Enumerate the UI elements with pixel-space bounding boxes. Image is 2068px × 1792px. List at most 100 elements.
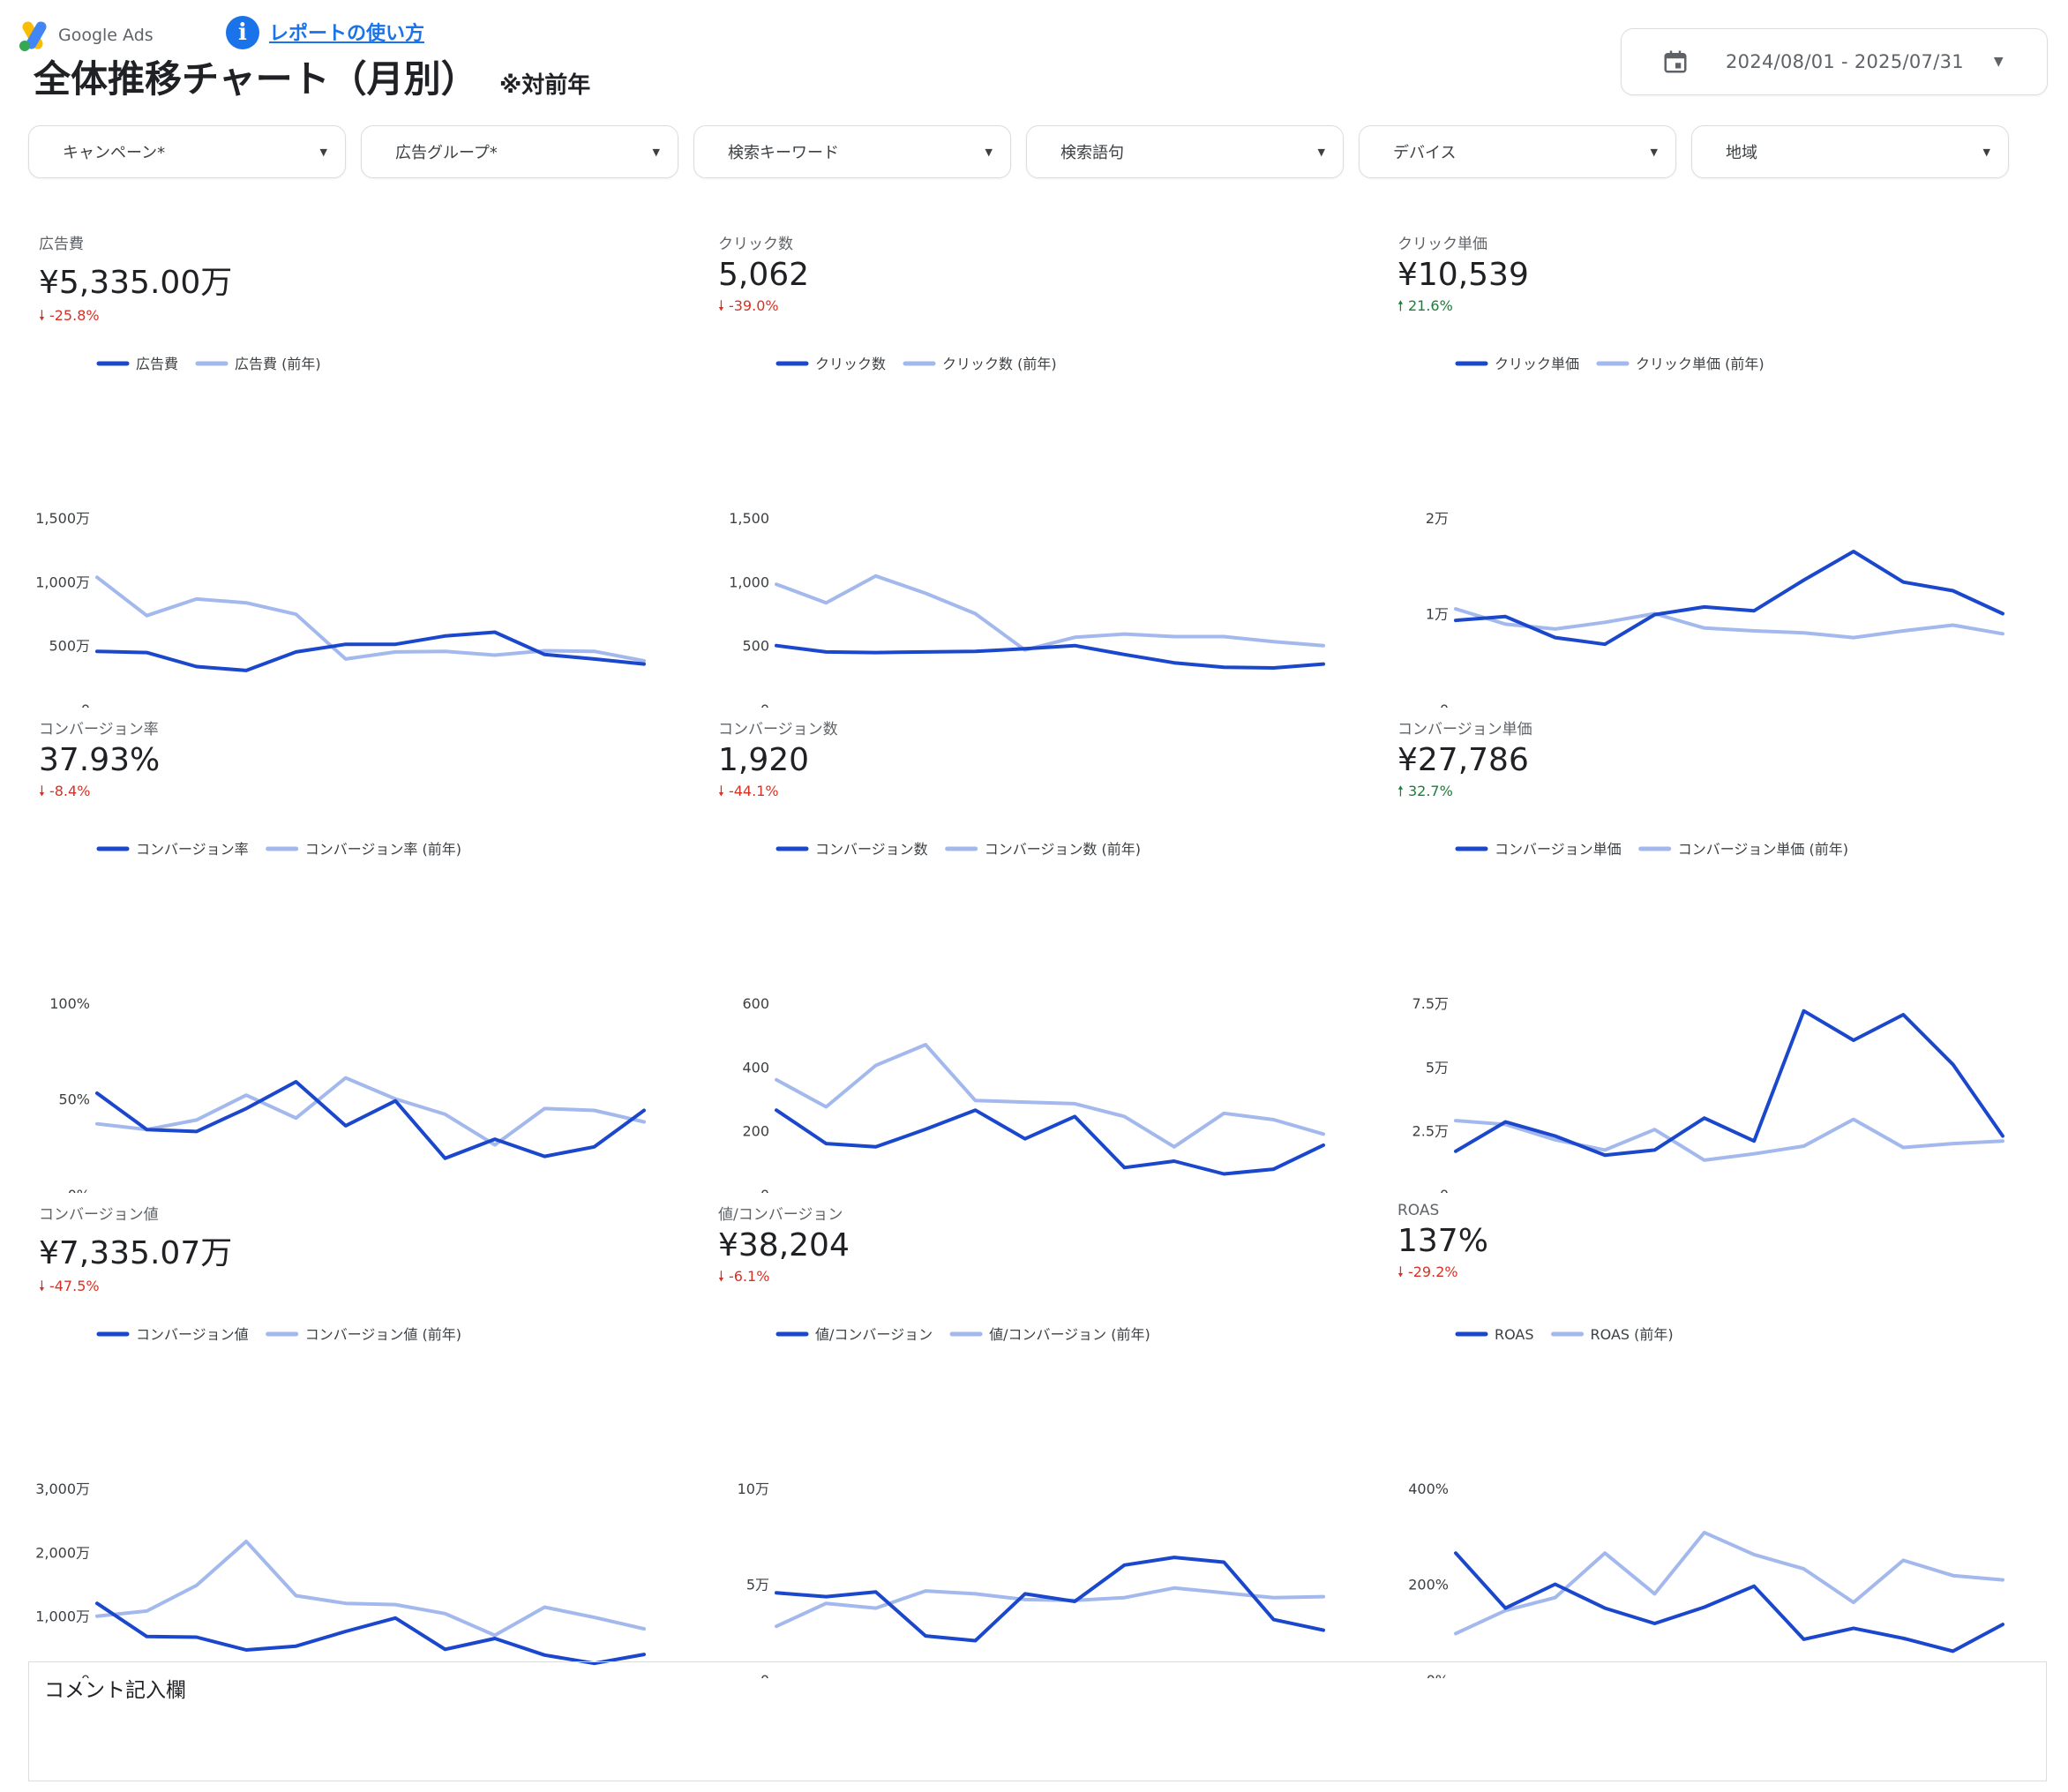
arrow-down-icon: 🠗 [39, 1278, 45, 1294]
legend-label: コンバージョン数 (前年) [985, 841, 1141, 858]
page-title: 全体推移チャート（月別） [34, 57, 478, 101]
scorecard-delta: 🠗 -8.4% [39, 782, 160, 806]
comment-box[interactable] [28, 1661, 2047, 1781]
filter-search-keyword[interactable]: 検索キーワード ▼ [693, 125, 1011, 178]
scorecard-label: コンバージョン値 [39, 1206, 159, 1224]
y-tick-label: 400% [1408, 1481, 1449, 1497]
y-tick-label: 1,500万 [35, 510, 90, 527]
filter-ad-group[interactable]: 広告グループ* ▼ [361, 125, 678, 178]
dropdown-icon: ▼ [319, 146, 327, 158]
filter-campaign[interactable]: キャンペーン* ▼ [28, 125, 346, 178]
dropdown-icon: ▼ [652, 146, 660, 158]
scorecard-label: 広告費 [39, 236, 84, 253]
y-tick-label: 0 [761, 1672, 769, 1678]
y-tick-label: 1,000万 [35, 574, 90, 590]
scorecard: 値/コンバージョン ¥38,204 🠗 -6.1% [718, 1202, 850, 1291]
delta-value: -25.8% [49, 307, 100, 324]
legend-label: 値/コンバージョン [815, 1326, 933, 1343]
y-tick-label: 5万 [746, 1577, 769, 1593]
y-tick-label: 0 [1440, 1187, 1449, 1193]
metric-panel-value-per-conversion: 値/コンバージョン ¥38,204 🠗 -6.1% 値/コンバージョン 値/コンバ… [679, 1202, 1350, 1678]
scorecard-value: ¥38,204 [718, 1227, 850, 1263]
scorecard: クリック単価 ¥10,539 🠕 21.6% [1397, 231, 1529, 320]
scorecard-label: クリック単価 [1397, 236, 1487, 253]
legend-label: クリック単価 (前年) [1636, 356, 1765, 372]
y-tick-label: 2,000万 [35, 1544, 90, 1561]
scorecard-value: ¥27,786 [1397, 742, 1529, 778]
dropdown-icon: ▼ [1982, 146, 1990, 158]
scorecard-value: ¥5,335.00万 [39, 265, 233, 301]
arrow-up-icon: 🠕 [1397, 297, 1404, 314]
y-tick-label: 500万 [49, 638, 90, 655]
y-tick-label: 1,000万 [35, 1608, 90, 1625]
series-line-previous-year [1454, 607, 2004, 640]
filter-label: デバイス [1393, 144, 1457, 162]
info-icon[interactable]: i [226, 16, 259, 49]
google-ads-logo-icon [19, 21, 47, 51]
series-line-previous-year [95, 1540, 646, 1638]
y-tick-label: 500 [742, 638, 769, 655]
date-range-value: 2024/08/01 - 2025/07/31 [1726, 51, 1964, 72]
scorecard-value: 1,920 [718, 742, 810, 778]
series-line-previous-year [1454, 1530, 2004, 1636]
scorecard-label: 値/コンバージョン [718, 1206, 843, 1224]
dropdown-icon: ▼ [985, 146, 993, 158]
series-line-current [95, 630, 646, 672]
metric-panel-cost-per-conversion: コンバージョン単価 ¥27,786 🠕 32.7% コンバージョン単価 コンバージ… [1359, 716, 2029, 1193]
arrow-down-icon: 🠗 [39, 783, 45, 799]
series-line-previous-year [1454, 1117, 2004, 1162]
scorecard-delta: 🠗 -44.1% [718, 782, 838, 806]
legend-label: クリック数 [815, 356, 886, 372]
scorecard-value: 137% [1397, 1223, 1488, 1259]
metric-panel-cpc: クリック単価 ¥10,539 🠕 21.6% クリック単価クリック単価 (前年)… [1359, 231, 2029, 708]
scorecard-delta: 🠗 -6.1% [718, 1267, 850, 1291]
metric-panel-conversions: コンバージョン数 1,920 🠗 -44.1% コンバージョン数 コンバージョン数… [679, 716, 1350, 1193]
metric-panel-roas: ROAS 137% 🠗 -29.2% ROAS ROAS (前年) 0% 200% 40… [1359, 1202, 2029, 1678]
arrow-down-icon: 🠗 [718, 1268, 724, 1285]
legend-label: コンバージョン単価 [1495, 841, 1622, 858]
y-tick-label: 0% [1427, 1672, 1449, 1678]
y-tick-label: 10万 [738, 1481, 769, 1497]
legend-label: 値/コンバージョン (前年) [989, 1326, 1150, 1343]
y-tick-label: 50% [58, 1091, 90, 1108]
date-range-picker[interactable]: 2024/08/01 - 2025/07/31 ▼ [1621, 28, 2048, 95]
series-line-current [775, 1556, 1325, 1643]
delta-value: 21.6% [1407, 297, 1453, 314]
scorecard: コンバージョン率 37.93% 🠗 -8.4% [39, 716, 160, 806]
delta-value: 32.7% [1407, 783, 1453, 799]
series-line-current [775, 1108, 1325, 1176]
line-chart-value-per-conversion: 値/コンバージョン値/コンバージョン (前年)05万10万2024年8月2024… [738, 1326, 1325, 1678]
report-guide-link[interactable]: レポートの使い方 [269, 23, 425, 45]
delta-value: -44.1% [728, 783, 779, 799]
filter-region[interactable]: 地域 ▼ [1691, 125, 2009, 178]
y-tick-label: 1,500 [729, 510, 769, 527]
scorecard-delta: 🠗 -39.0% [718, 296, 809, 320]
series-line-current [1454, 1008, 2004, 1158]
metric-panel-conversion-value: コンバージョン値 ¥7,335.07万 🠗 -47.5% コンバージョン値 コンバ… [0, 1202, 671, 1678]
delta-value: -39.0% [728, 297, 779, 314]
scorecard-value: 37.93% [39, 742, 161, 778]
legend-label: コンバージョン単価 (前年) [1678, 841, 1848, 858]
y-tick-label: 0 [81, 701, 90, 708]
scorecard-value: 5,062 [718, 257, 810, 293]
arrow-down-icon: 🠗 [718, 783, 724, 799]
scorecard: ROAS 137% 🠗 -29.2% [1397, 1202, 1488, 1286]
filter-search-term[interactable]: 検索語句 ▼ [1026, 125, 1344, 178]
legend-label: ROAS [1495, 1326, 1534, 1343]
legend-label: コンバージョン率 [136, 841, 249, 858]
series-line-previous-year [95, 575, 646, 663]
scorecard: クリック数 5,062 🠗 -39.0% [718, 231, 809, 320]
filter-device[interactable]: デバイス ▼ [1359, 125, 1676, 178]
legend-label: コンバージョン値 (前年) [305, 1326, 461, 1343]
y-tick-label: 0 [1440, 701, 1449, 708]
comment-title: コメント記入欄 [44, 1679, 186, 1702]
page-subtitle: ※対前年 [499, 72, 591, 99]
delta-value: -47.5% [49, 1278, 100, 1294]
line-chart-conversion-value: コンバージョン値 コンバージョン値 (前年) 0 1,000万 2,000万 3,000万… [35, 1326, 646, 1678]
y-tick-label: 0 [81, 1672, 90, 1678]
scorecard: コンバージョン単価 ¥27,786 🠕 32.7% [1397, 716, 1532, 806]
